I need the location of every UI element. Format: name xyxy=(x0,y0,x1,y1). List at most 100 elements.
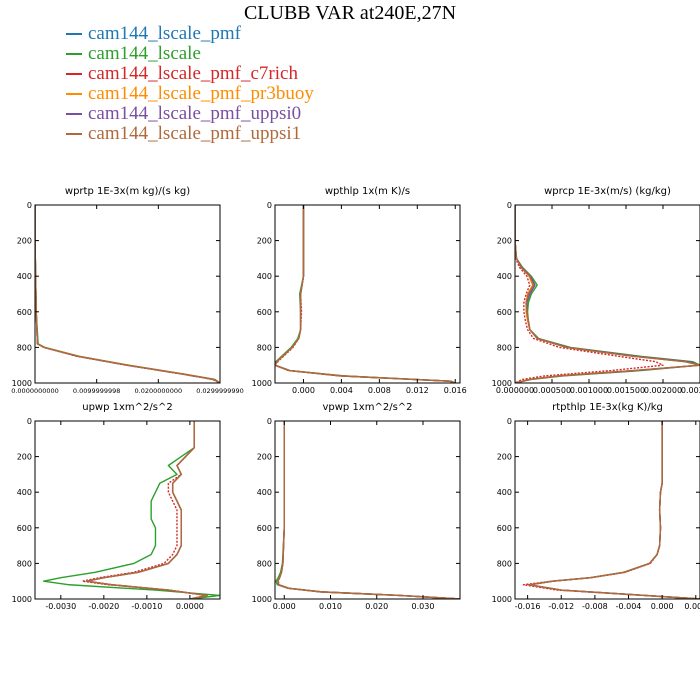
legend-swatch xyxy=(66,93,82,95)
x-tick-label: -0.004 xyxy=(616,602,642,611)
x-tick-label: 0.000 xyxy=(292,386,315,395)
legend-swatch xyxy=(66,133,82,135)
plot-frame xyxy=(514,420,700,600)
x-tick-label: 0.0200000000 xyxy=(135,387,183,395)
series-line xyxy=(515,205,700,383)
series-line xyxy=(275,205,456,383)
series-line xyxy=(515,205,700,383)
y-tick-label: 1000 xyxy=(252,595,272,604)
x-tick-label: 0.004 xyxy=(330,386,353,395)
y-tick-label: 200 xyxy=(497,237,512,246)
legend-item: cam144_lscale_pmf_uppsi1 xyxy=(66,123,314,144)
series-line xyxy=(277,421,460,599)
legend-item: cam144_lscale_pmf xyxy=(66,23,314,44)
x-tick-label: -0.0030 xyxy=(45,602,76,611)
legend-label: cam144_lscale_pmf_uppsi0 xyxy=(88,103,302,124)
x-tick-label: -0.012 xyxy=(548,602,574,611)
x-tick-label: 0.0000 xyxy=(176,602,204,611)
series-line xyxy=(35,205,220,383)
y-tick-label: 400 xyxy=(257,488,272,497)
series-line xyxy=(42,421,220,599)
y-tick-label: 800 xyxy=(497,559,512,568)
y-tick-label: 1000 xyxy=(12,379,32,388)
legend-label: cam144_lscale_pmf_uppsi1 xyxy=(88,123,302,144)
y-tick-label: 600 xyxy=(257,524,272,533)
plot-frame xyxy=(274,204,461,384)
series-line xyxy=(277,421,460,599)
legend-swatch xyxy=(66,113,82,115)
y-tick-label: 1000 xyxy=(492,379,512,388)
figure-title: CLUBB VAR at240E,27N xyxy=(243,2,457,24)
series-line xyxy=(528,421,700,599)
y-tick-label: 800 xyxy=(257,343,272,352)
plot-frame xyxy=(34,420,221,600)
series-line xyxy=(35,205,220,383)
x-tick-label: 0.020 xyxy=(365,602,388,611)
y-tick-label: 800 xyxy=(497,343,512,352)
y-tick-label: 200 xyxy=(257,453,272,462)
y-tick-label: 400 xyxy=(17,272,32,281)
x-tick-label: 0.030 xyxy=(412,602,435,611)
series-line xyxy=(277,421,460,599)
y-tick-label: 200 xyxy=(17,237,32,246)
chart-title: upwp 1xm^2/s^2 xyxy=(82,402,172,413)
series-line xyxy=(85,421,208,599)
chart-panel: rtpthlp 1E-3x(kg K)/kg02004006008001000-… xyxy=(492,402,700,611)
chart-panel: wprtp 1E-3x(m kg)/(s kg) 0 200 400 600 800 100… xyxy=(11,186,244,395)
x-tick-label: -0.016 xyxy=(515,602,541,611)
x-tick-label: -0.0020 xyxy=(88,602,119,611)
legend-item: cam144_lscale_pmf_c7rich xyxy=(66,63,314,84)
y-tick-label: 0 xyxy=(267,201,272,210)
x-tick-label: -0.008 xyxy=(582,602,608,611)
chart-title: wprtp 1E-3x(m kg)/(s kg) xyxy=(65,186,190,197)
y-tick-label: 800 xyxy=(17,559,32,568)
chart-title: wprcp 1E-3x(m/s) (kg/kg) xyxy=(544,186,671,197)
series-line xyxy=(275,205,456,383)
y-tick-label: 800 xyxy=(17,343,32,352)
x-tick-label: 0.001000 xyxy=(570,386,608,395)
y-tick-label: 1000 xyxy=(252,379,272,388)
legend-item: cam144_lscale_pmf_pr3buoy xyxy=(66,83,314,104)
series-line xyxy=(35,205,220,383)
legend: cam144_lscale_pmf cam144_lscale cam144_lsc… xyxy=(66,23,314,144)
x-tick-label: 0.002000 xyxy=(644,386,682,395)
series-line xyxy=(85,421,208,599)
x-tick-label: 0.004 xyxy=(684,602,700,611)
y-tick-label: 200 xyxy=(257,237,272,246)
y-tick-label: 400 xyxy=(497,488,512,497)
legend-label: cam144_lscale xyxy=(88,43,201,64)
y-tick-label: 600 xyxy=(497,308,512,317)
series-line xyxy=(527,421,700,599)
series-line xyxy=(85,421,208,599)
y-tick-label: 0 xyxy=(507,201,512,210)
series-line xyxy=(35,205,220,383)
x-tick-label: 0.008 xyxy=(368,386,391,395)
series-line xyxy=(277,421,460,599)
series-line xyxy=(35,205,220,383)
series-line xyxy=(528,421,700,599)
y-tick-label: 200 xyxy=(17,453,32,462)
series-line xyxy=(515,205,700,383)
series-line xyxy=(277,421,460,599)
series-group xyxy=(275,421,460,599)
y-tick-label: 400 xyxy=(497,272,512,281)
y-tick-label: 0 xyxy=(27,417,32,426)
y-tick-label: 1000 xyxy=(12,595,32,604)
series-group xyxy=(515,205,700,383)
series-line xyxy=(528,421,700,599)
series-line xyxy=(515,205,700,383)
series-line xyxy=(515,205,700,383)
x-tick-label: 0.0299999990 xyxy=(196,387,244,395)
y-tick-label: 600 xyxy=(17,524,32,533)
x-tick-label: 0.000 xyxy=(273,602,296,611)
y-tick-label: 600 xyxy=(497,524,512,533)
series-group xyxy=(42,421,220,599)
legend-item: cam144_lscale xyxy=(66,43,314,64)
x-tick-label: 0.0099999998 xyxy=(73,387,121,395)
y-tick-label: 0 xyxy=(27,201,32,210)
series-line xyxy=(275,205,456,383)
y-tick-label: 0 xyxy=(267,417,272,426)
series-line xyxy=(275,421,460,599)
